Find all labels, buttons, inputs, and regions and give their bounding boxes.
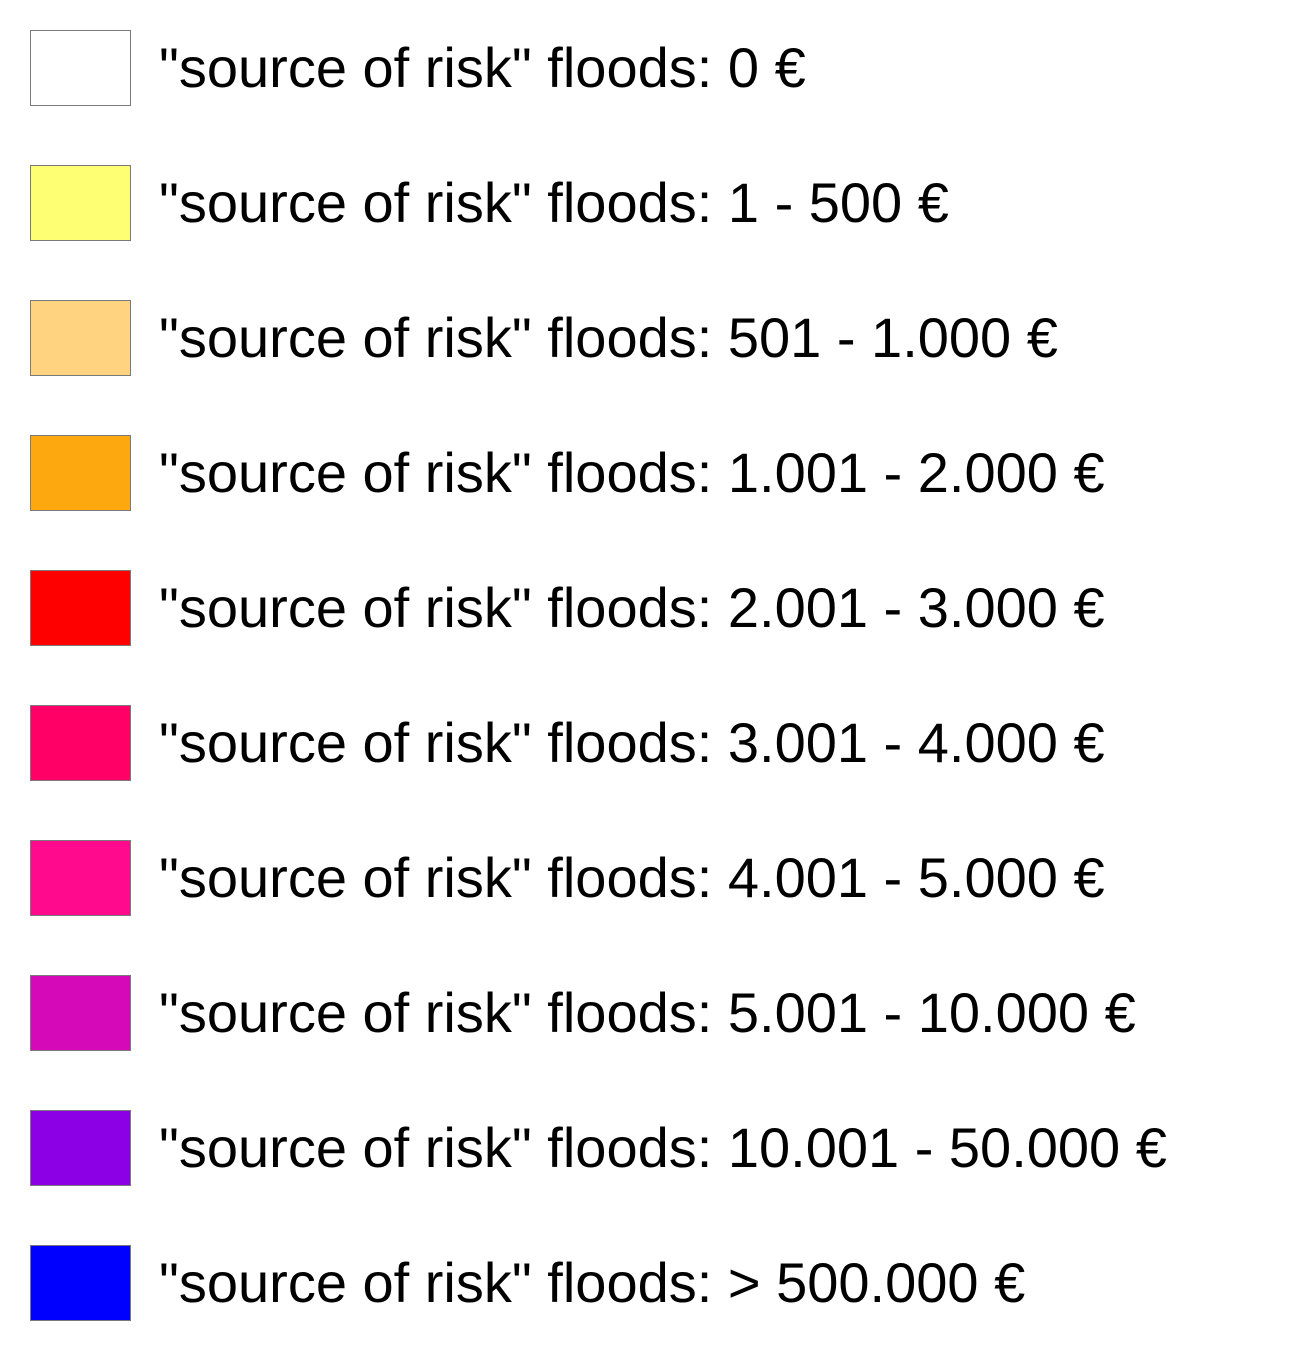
- legend-swatch: [30, 840, 131, 916]
- legend-item-2: "source of risk" floods: 501 - 1.000 €: [0, 300, 1295, 376]
- legend-label: "source of risk" floods: 501 - 1.000 €: [159, 306, 1058, 369]
- legend-label: "source of risk" floods: 1 - 500 €: [159, 171, 949, 234]
- legend-label: "source of risk" floods: 4.001 - 5.000 €: [159, 846, 1105, 909]
- legend-label: "source of risk" floods: 3.001 - 4.000 €: [159, 711, 1105, 774]
- legend-item-5: "source of risk" floods: 3.001 - 4.000 €: [0, 705, 1295, 781]
- legend-swatch: [30, 165, 131, 241]
- legend-item-8: "source of risk" floods: 10.001 - 50.000…: [0, 1110, 1295, 1186]
- legend-item-1: "source of risk" floods: 1 - 500 €: [0, 165, 1295, 241]
- legend-item-3: "source of risk" floods: 1.001 - 2.000 €: [0, 435, 1295, 511]
- legend-swatch: [30, 570, 131, 646]
- legend-label: "source of risk" floods: 0 €: [159, 36, 806, 99]
- legend-label: "source of risk" floods: 1.001 - 2.000 €: [159, 441, 1105, 504]
- legend-swatch: [30, 975, 131, 1051]
- legend-swatch: [30, 435, 131, 511]
- legend-item-0: "source of risk" floods: 0 €: [0, 30, 1295, 106]
- legend-swatch: [30, 1110, 131, 1186]
- legend-swatch: [30, 1245, 131, 1321]
- legend-label: "source of risk" floods: 5.001 - 10.000 …: [159, 981, 1136, 1044]
- legend-swatch: [30, 30, 131, 106]
- legend-item-6: "source of risk" floods: 4.001 - 5.000 €: [0, 840, 1295, 916]
- legend-swatch: [30, 705, 131, 781]
- legend-item-4: "source of risk" floods: 2.001 - 3.000 €: [0, 570, 1295, 646]
- legend-swatch: [30, 300, 131, 376]
- legend-label: "source of risk" floods: 10.001 - 50.000…: [159, 1116, 1167, 1179]
- legend-item-9: "source of risk" floods: > 500.000 €: [0, 1245, 1295, 1321]
- legend-label: "source of risk" floods: 2.001 - 3.000 €: [159, 576, 1105, 639]
- legend-label: "source of risk" floods: > 500.000 €: [159, 1251, 1026, 1314]
- legend-item-7: "source of risk" floods: 5.001 - 10.000 …: [0, 975, 1295, 1051]
